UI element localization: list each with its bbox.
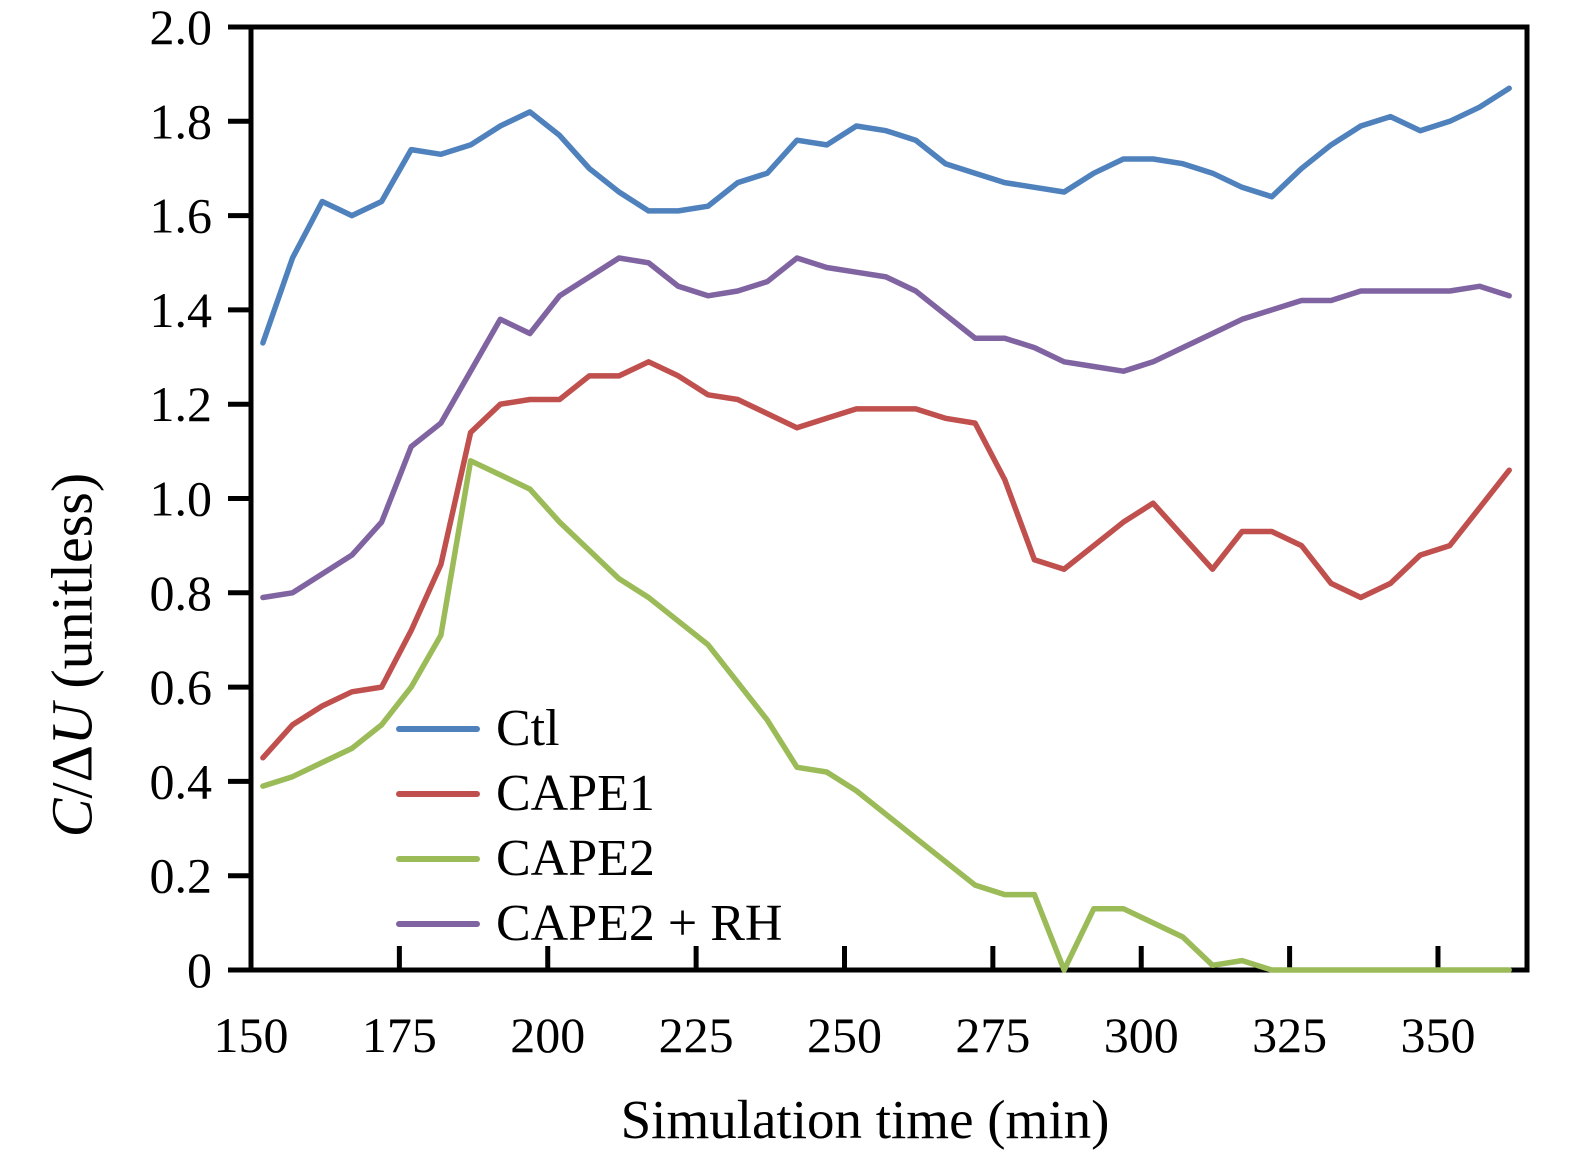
x-tick-label: 225	[659, 1007, 734, 1063]
y-tick-label: 1.4	[150, 282, 213, 338]
x-tick-label: 325	[1252, 1007, 1327, 1063]
x-tick-label: 300	[1104, 1007, 1179, 1063]
series-line-cape2	[260, 458, 1512, 973]
y-axis-title-units: (unitless)	[39, 472, 105, 704]
y-tick-label: 2.0	[150, 0, 213, 55]
y-axis-title-symbol-u: U	[39, 703, 105, 746]
x-tick-label: 150	[214, 1007, 289, 1063]
x-tick-label: 200	[510, 1007, 585, 1063]
y-axis-title-symbol-c: C	[39, 798, 105, 838]
y-tick-label: 0	[187, 942, 212, 998]
legend-item-cape2-rh: CAPE2 + RH	[396, 891, 782, 956]
legend-line-sample-cape2	[396, 855, 480, 862]
y-axis-title: C/ΔU (unitless)	[39, 473, 106, 837]
x-tick-label: 275	[955, 1007, 1030, 1063]
legend-label-cape2: CAPE2	[496, 830, 655, 887]
legend: Ctl CAPE1 CAPE2 CAPE2 + RH	[396, 696, 782, 956]
legend-item-ctl: Ctl	[396, 696, 782, 761]
y-tick-label: 0.8	[150, 565, 213, 621]
y-axis-title-delta: Δ	[39, 745, 105, 783]
y-axis-title-slash: /	[39, 782, 105, 799]
x-tick-label: 250	[807, 1007, 882, 1063]
series-line-cape2-rh	[260, 255, 1512, 601]
legend-line-sample-cape2-rh	[396, 920, 480, 927]
x-axis-title: Simulation time (min)	[620, 1089, 1110, 1150]
series-line-cape1	[260, 359, 1512, 761]
legend-label-ctl: Ctl	[496, 700, 560, 757]
x-tick-label: 350	[1400, 1007, 1475, 1063]
legend-label-cape2-rh: CAPE2 + RH	[496, 895, 783, 952]
y-tick-label: 0.4	[150, 753, 213, 809]
legend-item-cape1: CAPE1	[396, 761, 782, 826]
y-tick-label: 1.6	[150, 188, 213, 244]
y-tick-label: 0.6	[150, 659, 213, 715]
legend-item-cape2: CAPE2	[396, 826, 782, 891]
y-tick-label: 1.8	[150, 93, 213, 149]
series-line-ctl	[260, 85, 1512, 346]
y-tick-label: 1.2	[150, 376, 213, 432]
legend-line-sample-cape1	[396, 790, 480, 797]
legend-label-cape1: CAPE1	[496, 765, 655, 822]
legend-line-sample-ctl	[396, 725, 480, 732]
y-tick-label: 0.2	[150, 848, 213, 904]
x-tick-label: 175	[362, 1007, 437, 1063]
y-tick-label: 1.0	[150, 471, 213, 527]
